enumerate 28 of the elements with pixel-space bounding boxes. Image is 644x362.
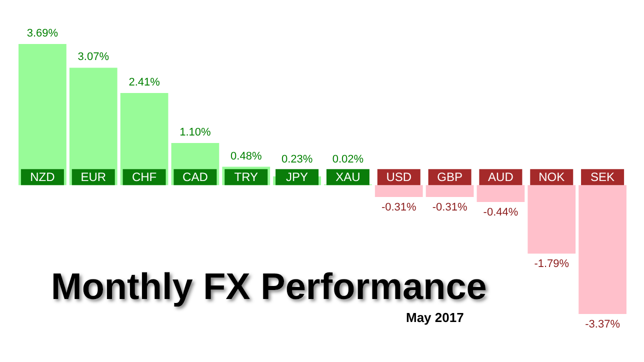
data-label: -0.31% [381,201,417,214]
x-tick-label: CHF [132,170,157,184]
data-label: 0.48% [230,150,262,162]
data-label: 0.02% [332,154,364,166]
data-label: 2.41% [128,76,160,88]
x-tick-label: GBP [437,170,462,184]
x-tick-label: NZD [30,170,56,184]
text: Monthly FX Performance [51,266,487,307]
x-tick-label: AUD [488,170,514,184]
bar [69,68,118,186]
data-label: 3.07% [78,51,110,64]
x-tick-label: SEK [590,170,615,184]
x-tick-label: CAD [182,170,208,184]
x-tick-label: NOK [538,170,565,184]
x-tick-label: TRY [234,170,258,184]
x-tick-label: EUR [80,170,106,184]
data-label: -0.31% [432,201,468,214]
x-tick-label: XAU [336,170,360,184]
data-label: -3.37% [585,318,620,330]
x-tick-label: USD [386,170,412,184]
data-label: 1.10% [180,126,212,139]
data-label: -1.79% [534,258,570,270]
text: May 2017 [406,310,464,325]
data-label: 3.69% [26,28,58,40]
x-tick-label: JPY [286,170,308,184]
data-label: -0.44% [483,206,518,218]
data-label: 0.23% [281,154,313,166]
bar [18,44,66,186]
